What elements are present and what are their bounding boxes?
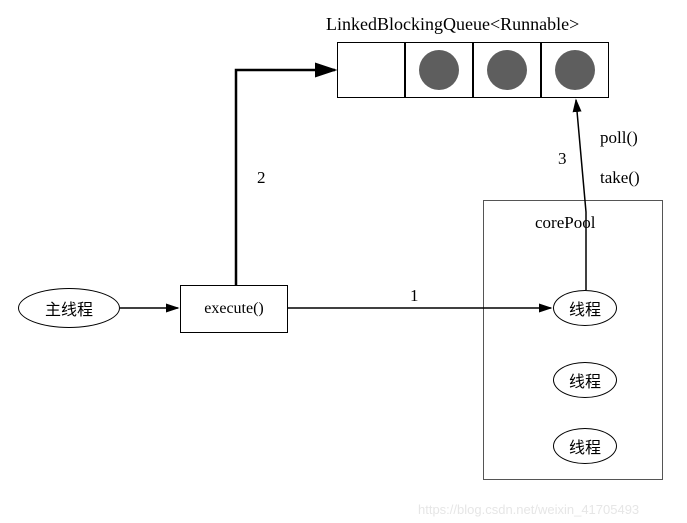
edge-label-take: take() <box>600 168 640 188</box>
edge-label-1: 1 <box>410 286 419 306</box>
main-thread-node: 主线程 <box>18 288 120 328</box>
queue-cell-3 <box>541 42 609 98</box>
edge-label-2: 2 <box>257 168 266 188</box>
thread-label: 线程 <box>569 296 601 320</box>
queue-cell-1 <box>405 42 473 98</box>
thread-node-2: 线程 <box>553 428 617 464</box>
main-thread-label: 主线程 <box>45 296 93 320</box>
queue-cell-0 <box>337 42 405 98</box>
queue-item-icon <box>487 50 527 90</box>
queue-title: LinkedBlockingQueue<Runnable> <box>326 14 579 35</box>
execute-label: execute() <box>204 300 264 318</box>
edge-label-3: 3 <box>558 149 567 169</box>
queue-cell-2 <box>473 42 541 98</box>
edge-label-poll: poll() <box>600 128 638 148</box>
watermark-text: https://blog.csdn.net/weixin_41705493 <box>418 502 639 517</box>
thread-label: 线程 <box>569 434 601 458</box>
thread-label: 线程 <box>569 368 601 392</box>
queue-item-icon <box>555 50 595 90</box>
thread-node-0: 线程 <box>553 290 617 326</box>
thread-node-1: 线程 <box>553 362 617 398</box>
queue-item-icon <box>419 50 459 90</box>
execute-box: execute() <box>180 285 288 333</box>
edge-exec-to-queue <box>236 70 335 285</box>
corepool-label: corePool <box>535 213 595 233</box>
